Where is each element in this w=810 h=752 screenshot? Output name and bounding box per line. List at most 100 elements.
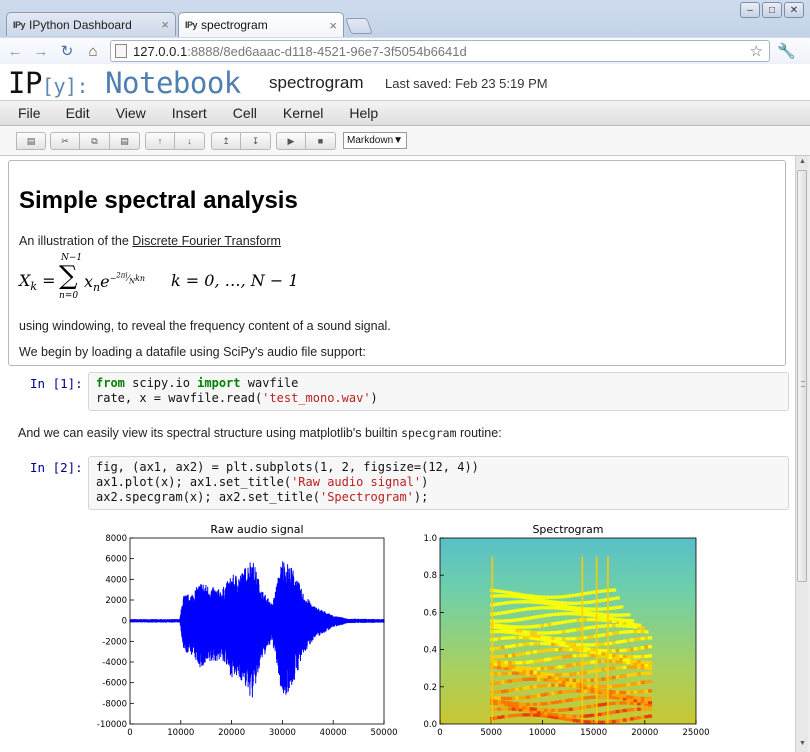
back-arrow-icon[interactable]: ← — [7, 42, 23, 60]
close-tab-icon[interactable]: × — [161, 17, 169, 32]
move-up-icon[interactable]: ↑ — [145, 132, 175, 150]
scroll-down-icon[interactable]: ▼ — [799, 740, 806, 747]
spectrogram-cell — [551, 606, 556, 610]
spectrogram-cell — [558, 716, 563, 720]
spectrogram-cell — [583, 720, 588, 724]
spectrogram-cell — [626, 695, 631, 699]
code-cell-2[interactable]: In [2]: fig, (ax1, ax2) = plt.subplots(1… — [8, 456, 789, 514]
scrollbar-thumb[interactable] — [797, 170, 807, 582]
y-tick-label: -8000 — [102, 699, 127, 709]
spectrogram-cell — [644, 696, 649, 701]
close-window-button[interactable]: ✕ — [784, 2, 804, 18]
menu-kernel[interactable]: Kernel — [282, 105, 324, 121]
home-icon[interactable]: ⌂ — [88, 42, 98, 60]
cell-type-select[interactable]: Markdown ▼ — [343, 132, 407, 149]
tab-dashboard[interactable]: IPy IPython Dashboard × — [6, 12, 176, 36]
y-tick-label: 6000 — [105, 555, 127, 565]
spectrogram-cell — [500, 645, 506, 650]
menu-help[interactable]: Help — [349, 105, 379, 121]
spectrogram-cell — [497, 629, 502, 634]
code-cell-1[interactable]: In [1]: from scipy.io import wavfile rat… — [8, 372, 789, 414]
stop-icon[interactable]: ■ — [306, 132, 336, 150]
spectrogram-cell — [576, 609, 581, 613]
reload-icon[interactable]: ↻ — [60, 43, 74, 60]
spectrogram-cell — [551, 676, 556, 680]
vertical-scrollbar[interactable]: ▲ ▼ — [795, 156, 808, 752]
forward-arrow-icon[interactable]: → — [33, 42, 49, 60]
spectrogram-cell — [612, 701, 617, 705]
spectrogram-cell — [551, 600, 556, 604]
spectrogram-cell — [633, 672, 638, 676]
tab-spectrogram[interactable]: IPy spectrogram × — [178, 12, 344, 37]
code-editor[interactable]: from scipy.io import wavfile rate, x = w… — [88, 372, 789, 411]
minimize-button[interactable]: – — [740, 2, 760, 18]
menu-view[interactable]: View — [115, 105, 146, 121]
spectrogram-cell — [543, 623, 549, 627]
scroll-up-icon[interactable]: ▲ — [799, 158, 806, 165]
spectrogram-cell — [601, 612, 606, 617]
menu-edit[interactable]: Edit — [65, 105, 90, 121]
spectrogram-cell — [576, 642, 581, 647]
new-tab-button[interactable] — [345, 18, 373, 34]
run-icon[interactable]: ▶ — [276, 132, 306, 150]
insert-above-icon[interactable]: ↥ — [211, 132, 241, 150]
spectrogram-cell — [569, 663, 574, 667]
save-group: ▤ — [16, 132, 46, 150]
spectrogram-cell — [547, 636, 552, 640]
close-tab-icon[interactable]: × — [329, 17, 337, 33]
spectrogram-cell — [493, 696, 498, 700]
spectrogram-cell — [497, 623, 502, 628]
bookmark-star-icon[interactable]: ☆ — [749, 43, 763, 60]
spectrogram-cell — [526, 600, 531, 604]
spectrogram-cell — [493, 701, 498, 706]
spectrogram-cell — [547, 675, 552, 679]
spectrogram-cell — [626, 648, 631, 652]
menu-file[interactable]: File — [18, 105, 41, 121]
spectrogram-cell — [526, 630, 531, 634]
spectrogram-cell — [612, 641, 617, 645]
maximize-button[interactable]: □ — [762, 2, 782, 18]
copy-icon[interactable]: ⧉ — [80, 132, 110, 150]
code-editor[interactable]: fig, (ax1, ax2) = plt.subplots(1, 2, fig… — [88, 456, 789, 510]
spectrogram-cell — [529, 702, 534, 707]
spectrogram-cell — [608, 588, 613, 592]
move-down-icon[interactable]: ↓ — [175, 132, 205, 150]
y-tick-label: 8000 — [105, 534, 127, 544]
spectrogram-cell — [644, 715, 649, 719]
spectrogram-cell — [644, 707, 649, 711]
spectrogram-cell — [551, 656, 556, 661]
spectrogram-cell — [601, 607, 606, 611]
spectrogram-cell — [572, 689, 577, 693]
ipython-logo[interactable]: IP[y]: Notebook — [8, 66, 241, 100]
insert-below-icon[interactable]: ↧ — [241, 132, 271, 150]
cut-icon[interactable]: ✂ — [50, 132, 80, 150]
markdown-cell[interactable]: Simple spectral analysis An illustration… — [8, 160, 786, 366]
spectrogram-cell — [551, 622, 556, 626]
menu-cell[interactable]: Cell — [232, 105, 257, 121]
spectrogram-cell — [540, 601, 545, 605]
spectrogram-cell — [533, 659, 538, 663]
menu-insert[interactable]: Insert — [171, 105, 207, 121]
spectrogram-cell — [644, 703, 649, 707]
spectrogram-cell — [572, 697, 577, 701]
wrench-menu-icon[interactable]: 🔧 — [777, 43, 796, 60]
notebook-area[interactable]: Simple spectral analysis An illustration… — [0, 156, 810, 752]
spectrogram-cell — [497, 715, 502, 720]
dft-link[interactable]: Discrete Fourier Transform — [132, 234, 281, 248]
spectrogram-cell — [551, 683, 556, 687]
spectrogram-cell — [569, 689, 574, 693]
save-icon[interactable]: ▤ — [16, 132, 46, 150]
spectrogram-cell — [561, 647, 567, 651]
spectrogram-cell — [615, 684, 620, 688]
address-bar[interactable]: 127.0.0.1 :8888/8ed6aaac-d118-4521-96e7-… — [110, 40, 770, 62]
spectrogram-cell — [554, 603, 559, 607]
spectrogram-cell — [576, 671, 581, 676]
spectrogram-cell — [608, 597, 613, 601]
spectrogram-cell — [558, 604, 563, 608]
spectrogram-cell — [576, 606, 581, 610]
spectrogram-cell — [590, 653, 595, 658]
paste-icon[interactable]: ▤ — [110, 132, 140, 150]
spectrogram-cell — [511, 628, 516, 632]
notebook-title[interactable]: spectrogram — [269, 73, 364, 92]
spectrogram-cell — [622, 683, 627, 687]
